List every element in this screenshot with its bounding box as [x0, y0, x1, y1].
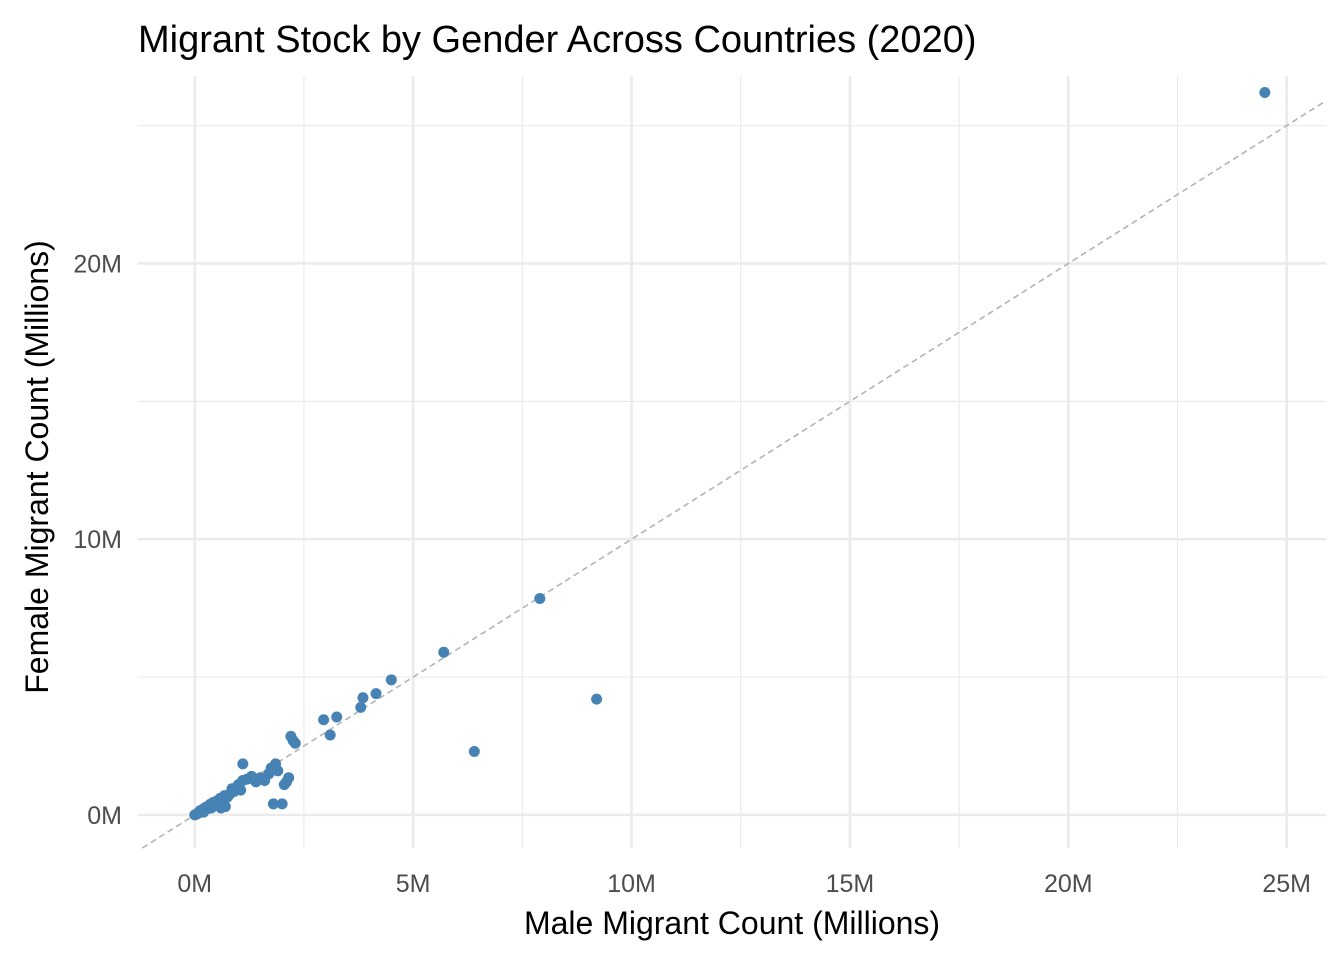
y-tick-label: 10M	[73, 526, 122, 554]
y-tick-label: 0M	[87, 802, 122, 830]
y-axis-title: Female Migrant Count (Millions)	[19, 240, 55, 693]
x-tick-label: 10M	[607, 870, 656, 898]
data-point	[355, 701, 367, 713]
data-point	[283, 772, 295, 784]
x-tick-label: 25M	[1262, 870, 1311, 898]
data-point	[1259, 87, 1271, 99]
data-point	[272, 765, 284, 777]
data-point	[289, 737, 301, 749]
reference-line	[141, 100, 1327, 849]
x-axis-ticks: 0M 5M 10M 15M 20M 25M	[177, 870, 1311, 898]
data-point	[534, 592, 546, 604]
data-point	[235, 784, 247, 796]
grid	[138, 76, 1326, 848]
data-point	[237, 758, 249, 770]
y-tick-label: 20M	[73, 250, 122, 278]
data-point	[385, 674, 397, 686]
data-point	[468, 746, 480, 757]
data-point	[331, 711, 343, 723]
data-point	[267, 798, 279, 810]
reference-line-group	[141, 100, 1327, 849]
x-tick-label: 20M	[1044, 870, 1093, 898]
x-tick-label: 5M	[396, 870, 431, 898]
data-point	[318, 714, 330, 726]
data-point	[438, 646, 450, 658]
chart-title: Migrant Stock by Gender Across Countries…	[138, 19, 977, 61]
data-points	[189, 87, 1271, 821]
data-point	[324, 729, 336, 741]
x-tick-label: 15M	[826, 870, 875, 898]
y-axis-ticks: 0M 10M 20M	[73, 250, 122, 829]
x-axis-title: Male Migrant Count (Millions)	[524, 905, 940, 941]
data-point	[370, 688, 382, 700]
data-point	[219, 801, 231, 813]
data-point	[591, 693, 603, 705]
x-tick-label: 0M	[177, 870, 212, 898]
data-point	[357, 692, 369, 704]
data-point	[276, 798, 288, 810]
